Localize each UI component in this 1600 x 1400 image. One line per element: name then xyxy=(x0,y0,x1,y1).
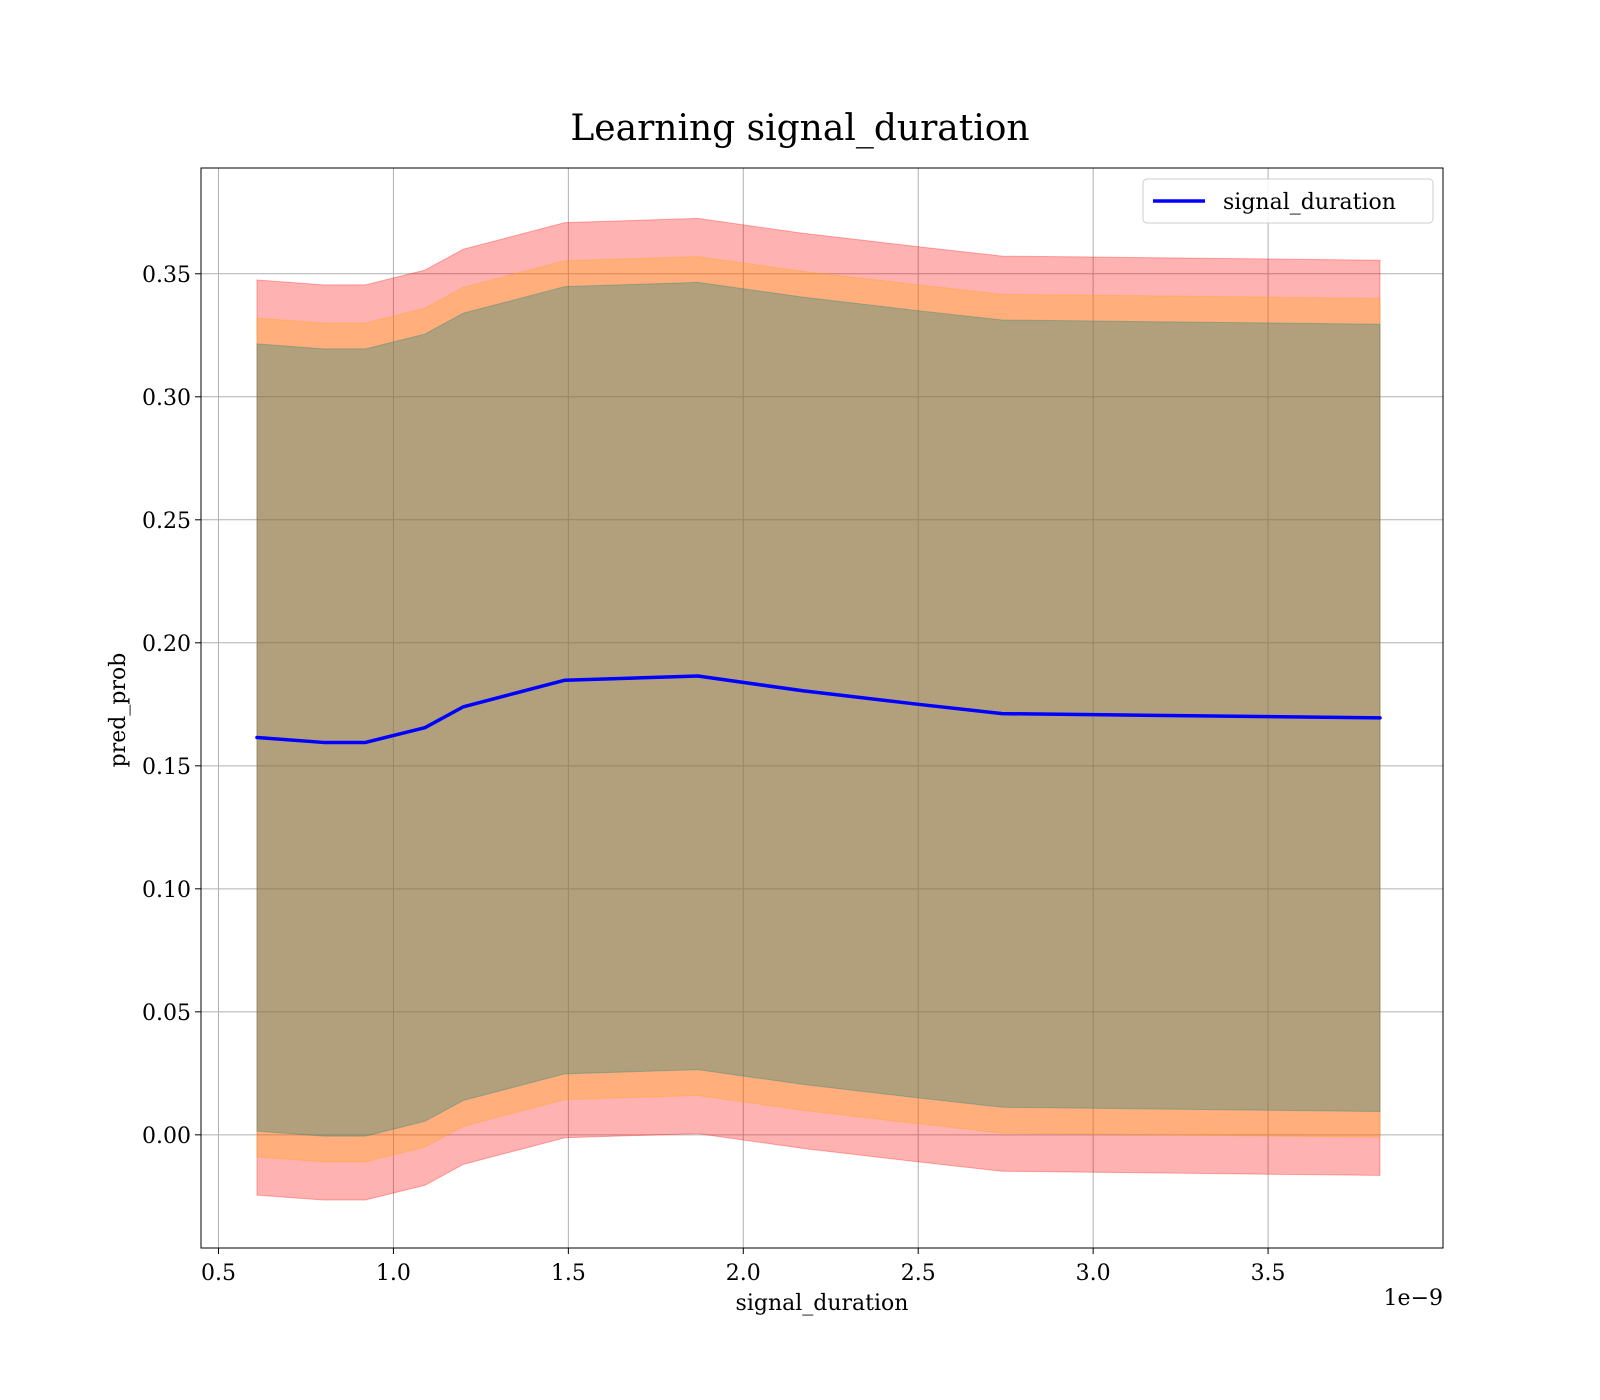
y-tick-label: 0.10 xyxy=(142,878,191,903)
y-tick-label: 0.35 xyxy=(142,263,191,288)
confidence-band-3 xyxy=(256,281,1381,1137)
y-tick-label: 0.00 xyxy=(142,1124,191,1149)
y-tick-label: 0.30 xyxy=(142,386,191,411)
legend-label: signal_duration xyxy=(1223,190,1396,215)
axis-ticks: 0.5 1.0 1.5 2.0 2.5 3.0 3.5 0.00 0.05 0.10 0.15 0.2… xyxy=(142,263,1286,1286)
series-lines xyxy=(255,674,1382,745)
legend-box xyxy=(1142,178,1434,224)
chart-title: Learning signal_duration xyxy=(570,108,1029,149)
x-tick-label: 3.0 xyxy=(1076,1261,1111,1286)
legend: signal_duration xyxy=(1142,178,1434,224)
x-axis-offset-label: 1e−9 xyxy=(1384,1286,1443,1311)
x-axis-label: signal_duration xyxy=(736,1291,909,1316)
grid xyxy=(201,168,1443,1248)
y-tick-label: 0.15 xyxy=(142,755,191,780)
y-tick-label: 0.05 xyxy=(142,1001,191,1026)
confidence-band-2 xyxy=(256,256,1381,1163)
x-tick-label: 1.0 xyxy=(376,1261,411,1286)
confidence-bands xyxy=(256,217,1381,1201)
confidence-band-1 xyxy=(256,217,1381,1201)
y-tick-label: 0.20 xyxy=(142,632,191,657)
x-tick-label: 0.5 xyxy=(201,1261,236,1286)
y-axis-label: pred_prob xyxy=(106,653,131,768)
x-tick-label: 2.0 xyxy=(726,1261,761,1286)
x-tick-label: 3.5 xyxy=(1251,1261,1286,1286)
x-tick-label: 2.5 xyxy=(901,1261,936,1286)
series-line-1 xyxy=(255,674,1382,745)
y-tick-label: 0.25 xyxy=(142,509,191,534)
x-tick-label: 1.5 xyxy=(551,1261,586,1286)
plot-frame xyxy=(200,167,1444,1249)
